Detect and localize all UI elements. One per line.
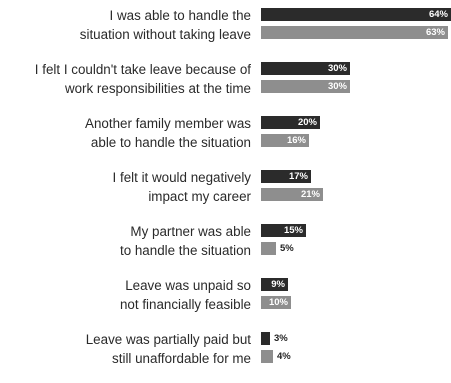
bar-series-2 (261, 350, 273, 363)
bar-series-1 (261, 8, 451, 21)
bar-series-1 (261, 224, 306, 237)
category-label-line: I felt I couldn't take leave because of (34, 62, 251, 77)
category-label-line: Leave was unpaid so (125, 278, 251, 293)
data-label: 64% (428, 9, 448, 20)
data-label: 9% (271, 279, 285, 290)
category-label-line: to handle the situation (119, 243, 251, 258)
category-label: My partner was able to handle the situati… (0, 222, 251, 260)
data-label: 10% (268, 297, 288, 308)
category-label-line: still unaffordable for me (112, 351, 251, 366)
data-label: 5% (280, 243, 294, 254)
bar-series-2 (261, 296, 291, 309)
category-label-line: situation without taking leave (79, 27, 251, 42)
bar-series-2 (261, 26, 448, 39)
category-label-line: Another family member was (85, 116, 251, 131)
bar-series-1 (261, 116, 320, 129)
category-label: I was able to handle the situation withou… (0, 6, 251, 44)
data-label: 3% (274, 333, 288, 344)
data-label: 30% (327, 81, 347, 92)
category-label-line: impact my career (148, 189, 251, 204)
data-label: 4% (277, 351, 291, 362)
data-label: 20% (297, 117, 317, 128)
category-label: Leave was partially paid but still unaffo… (0, 330, 251, 368)
data-label: 15% (283, 225, 303, 236)
category-label-line: not financially feasible (119, 297, 251, 312)
category-label-line: able to handle the situation (90, 135, 251, 150)
data-label: 16% (286, 135, 306, 146)
bar-series-1 (261, 62, 350, 75)
data-label: 63% (425, 27, 445, 38)
category-label-line: work responsibilities at the time (64, 81, 251, 96)
bar-series-2 (261, 188, 323, 201)
category-label: Another family member was able to handle … (0, 114, 251, 152)
category-label-line: I was able to handle the (109, 8, 251, 23)
bar-series-2 (261, 134, 309, 147)
bar-series-1 (261, 332, 270, 345)
bar-series-2 (261, 80, 350, 93)
category-label: I felt it would negatively impact my care… (0, 168, 251, 206)
category-label-line: Leave was partially paid but (85, 332, 251, 347)
data-label: 30% (327, 63, 347, 74)
bar-series-1 (261, 278, 288, 291)
bar-series-2 (261, 242, 276, 255)
category-label-line: I felt it would negatively (112, 170, 251, 185)
data-label: 17% (288, 171, 308, 182)
category-label-line: My partner was able (130, 224, 251, 239)
category-label: I felt I couldn't take leave because of w… (0, 60, 251, 98)
data-label: 21% (300, 189, 320, 200)
category-label: Leave was unpaid so not financially feasi… (0, 276, 251, 314)
bar-series-1 (261, 170, 311, 183)
